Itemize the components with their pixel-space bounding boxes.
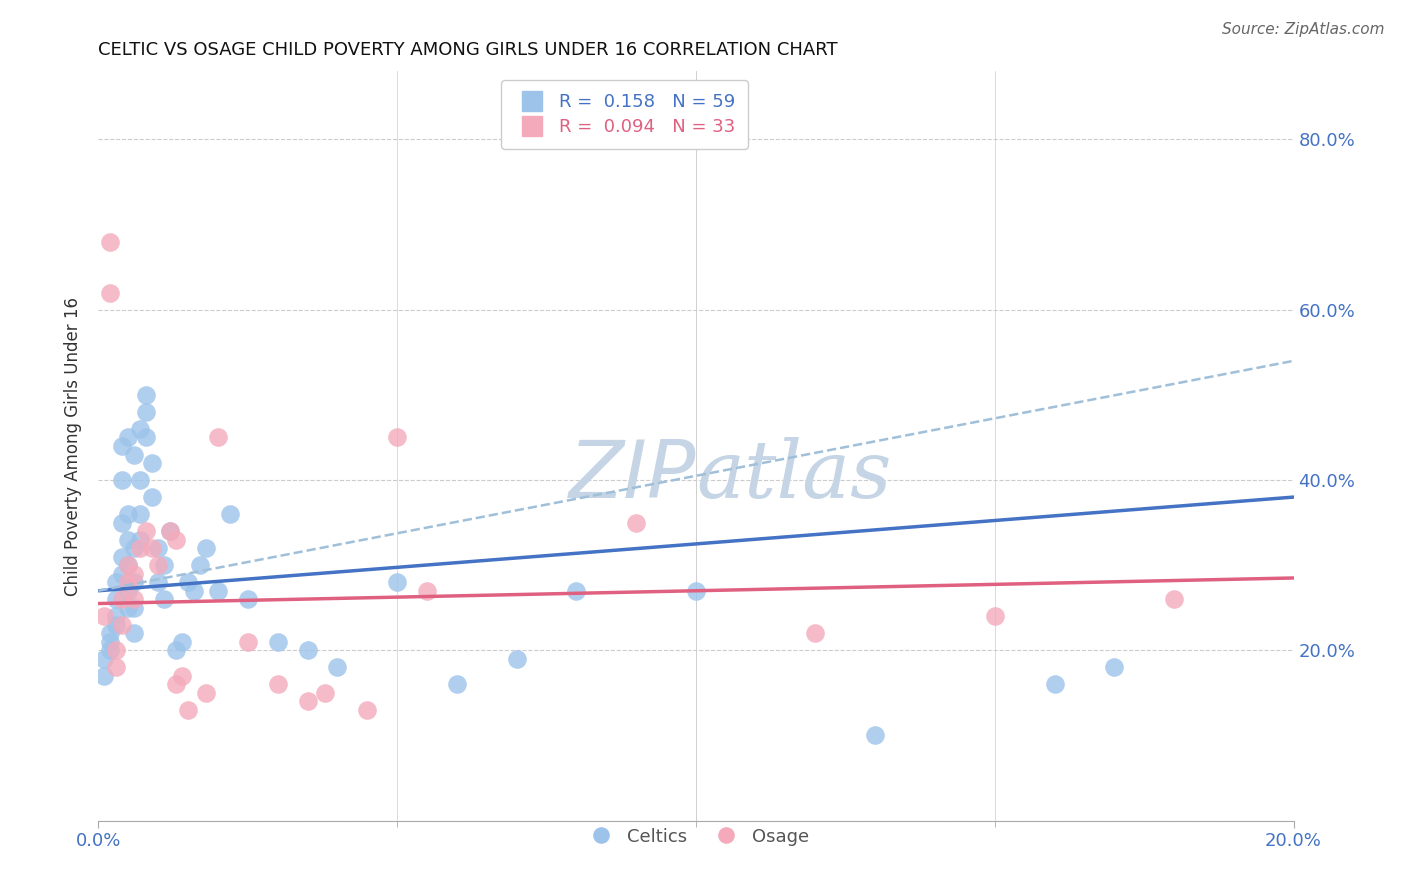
Point: [236, 592, 259, 607]
Y-axis label: Child Poverty Among Girls Under 16: Child Poverty Among Girls Under 16: [63, 296, 82, 596]
Point: [124, 600, 146, 615]
Point: [804, 626, 827, 640]
Point: [135, 405, 157, 419]
Point: [117, 430, 139, 444]
Point: [117, 600, 139, 615]
Point: [267, 677, 290, 691]
Point: [148, 558, 170, 573]
Point: [124, 626, 146, 640]
Point: [172, 669, 194, 683]
Point: [111, 617, 134, 632]
Point: [297, 694, 319, 708]
Point: [117, 558, 139, 573]
Point: [111, 439, 134, 453]
Point: [105, 592, 128, 607]
Point: [153, 592, 176, 607]
Point: [385, 430, 409, 444]
Point: [356, 703, 378, 717]
Text: ZIP: ZIP: [568, 437, 696, 515]
Point: [124, 541, 146, 556]
Point: [207, 583, 229, 598]
Point: [159, 524, 181, 538]
Point: [129, 473, 152, 487]
Point: [165, 533, 187, 547]
Point: [129, 541, 152, 556]
Point: [93, 652, 115, 666]
Point: [117, 533, 139, 547]
Point: [135, 388, 157, 402]
Point: [219, 507, 242, 521]
Point: [105, 609, 128, 624]
Point: [195, 541, 218, 556]
Point: [1043, 677, 1066, 691]
Point: [98, 285, 122, 300]
Point: [236, 635, 259, 649]
Point: [165, 677, 187, 691]
Point: [685, 583, 707, 598]
Point: [105, 617, 128, 632]
Point: [148, 575, 170, 590]
Point: [93, 609, 115, 624]
Point: [117, 507, 139, 521]
Point: [172, 635, 194, 649]
Point: [207, 430, 229, 444]
Point: [117, 558, 139, 573]
Point: [565, 583, 588, 598]
Point: [117, 575, 139, 590]
Point: [98, 235, 122, 249]
Point: [111, 566, 134, 581]
Point: [1163, 592, 1185, 607]
Point: [105, 660, 128, 674]
Point: [129, 533, 152, 547]
Point: [111, 592, 134, 607]
Point: [984, 609, 1007, 624]
Point: [165, 643, 187, 657]
Point: [105, 575, 128, 590]
Point: [188, 558, 211, 573]
Point: [135, 524, 157, 538]
Text: Source: ZipAtlas.com: Source: ZipAtlas.com: [1222, 22, 1385, 37]
Point: [141, 490, 163, 504]
Point: [124, 448, 146, 462]
Point: [111, 473, 134, 487]
Point: [98, 643, 122, 657]
Point: [159, 524, 181, 538]
Point: [446, 677, 468, 691]
Point: [129, 422, 152, 436]
Legend: Celtics, Osage: Celtics, Osage: [576, 821, 815, 853]
Point: [297, 643, 319, 657]
Point: [506, 652, 529, 666]
Point: [93, 669, 115, 683]
Point: [626, 516, 648, 530]
Text: CELTIC VS OSAGE CHILD POVERTY AMONG GIRLS UNDER 16 CORRELATION CHART: CELTIC VS OSAGE CHILD POVERTY AMONG GIRL…: [98, 41, 838, 59]
Point: [1104, 660, 1126, 674]
Point: [124, 566, 146, 581]
Text: atlas: atlas: [696, 437, 891, 515]
Point: [177, 703, 200, 717]
Point: [267, 635, 290, 649]
Point: [98, 635, 122, 649]
Point: [416, 583, 439, 598]
Point: [148, 541, 170, 556]
Point: [385, 575, 409, 590]
Point: [141, 456, 163, 470]
Point: [177, 575, 200, 590]
Point: [315, 686, 337, 700]
Point: [326, 660, 349, 674]
Point: [195, 686, 218, 700]
Point: [117, 583, 139, 598]
Point: [129, 507, 152, 521]
Point: [135, 430, 157, 444]
Point: [153, 558, 176, 573]
Point: [98, 626, 122, 640]
Point: [183, 583, 205, 598]
Point: [124, 592, 146, 607]
Point: [124, 575, 146, 590]
Point: [141, 541, 163, 556]
Point: [111, 516, 134, 530]
Point: [865, 729, 887, 743]
Point: [111, 549, 134, 564]
Point: [105, 643, 128, 657]
